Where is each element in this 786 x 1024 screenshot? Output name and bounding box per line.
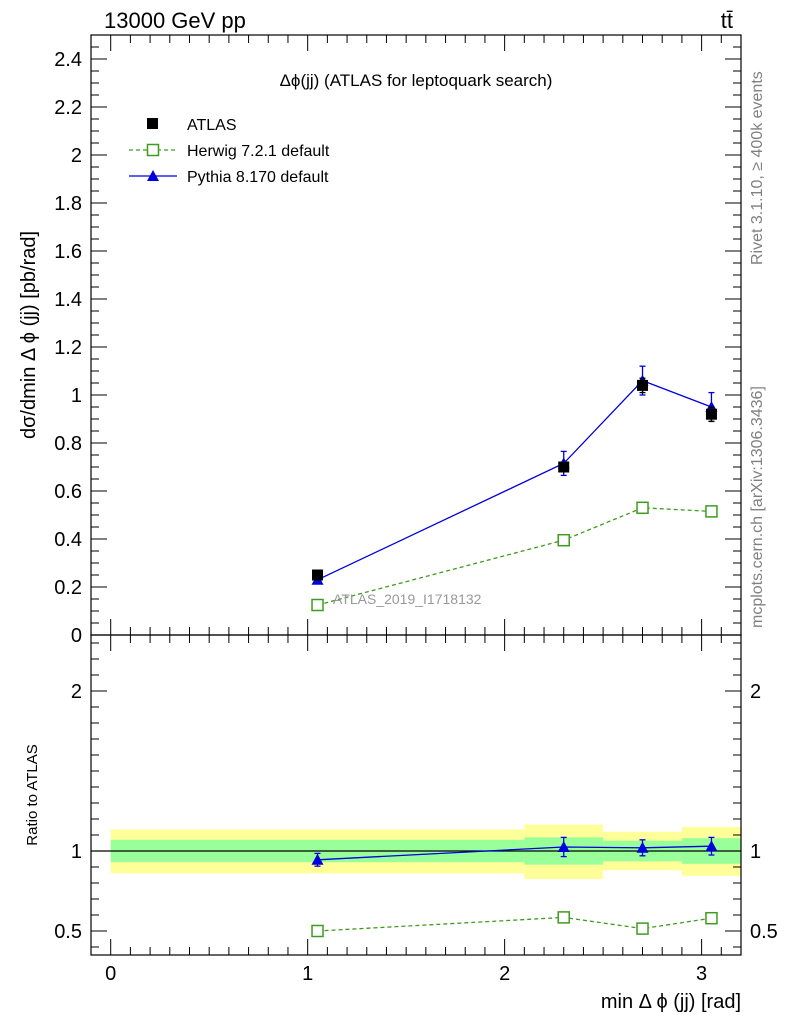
ratio-panel: 0.5 0.5 1 1 2 2 0 1 2 3 Ratio to ATLAS min Δ ϕ (j…: [24, 634, 778, 1013]
main-point: [705, 505, 718, 518]
main-marks: [311, 365, 718, 612]
ratio-point: [636, 841, 649, 853]
ratio-point: [557, 841, 570, 852]
ratio-y-tick-label-right: 2: [750, 681, 761, 703]
y-tick-label: 0: [71, 625, 82, 647]
x-tick-label: 1: [302, 963, 313, 985]
ratio-point: [636, 922, 649, 935]
legend-marker-atlas: [147, 118, 158, 129]
ratio-point: [311, 853, 324, 865]
y-tick-label: 1: [71, 385, 82, 407]
legend-label-atlas: ATLAS: [187, 117, 237, 134]
ratio-point: [705, 840, 718, 852]
main-point: [558, 461, 570, 473]
y-tick-label: 1.6: [54, 241, 82, 263]
legend-marker-pythia: [147, 170, 159, 181]
ratio-marks: [311, 836, 718, 938]
main-point: [637, 379, 649, 391]
legend-label-pythia: Pythia 8.170 default: [187, 169, 329, 186]
y-tick-label: 0.6: [54, 481, 82, 503]
y-tick-label: 2.4: [54, 49, 82, 71]
y-tick-label: 2.2: [54, 97, 82, 119]
rivet-label: Rivet 3.1.10, ≥ 400k events: [749, 71, 766, 265]
y-tick-label: 2: [71, 145, 82, 167]
y-tick-label: 1.4: [54, 289, 82, 311]
legend-marker-herwig: [146, 143, 160, 157]
x-tick-label: 3: [696, 963, 707, 985]
main-panel: 0 0.2 0.4 0.6 0.8 1 1.2 1.4 1.6 1.8 2 2.2 2.4 Δϕ(jj)…: [18, 34, 742, 647]
legend: ATLAS Herwig 7.2.1 default Pythia 8.170 …: [129, 117, 330, 186]
ratio-y-tick-label-right: 1: [750, 841, 761, 863]
main-point: [705, 408, 717, 420]
ratio-point: [311, 924, 324, 938]
ratio-y-tick-label-right: 0.5: [750, 921, 778, 943]
ratio-point: [557, 911, 570, 924]
final-state-label: tt̄: [721, 8, 733, 33]
main-point: [557, 533, 570, 547]
ratio-series-line-1: [317, 845, 712, 861]
y-tick-label: 0.8: [54, 433, 82, 455]
main-series-line-1: [317, 507, 712, 606]
y-tick-label: 1.2: [54, 337, 82, 359]
y-tick-label: 1.8: [54, 193, 82, 215]
analysis-id-label: ATLAS_2019_I1718132: [333, 591, 482, 607]
ratio-y-tick-label-left: 0.5: [54, 921, 82, 943]
source-label: mcplots.cern.ch [arXiv:1306.3436]: [749, 386, 766, 628]
chart-title: Δϕ(jj) (ATLAS for leptoquark search): [280, 71, 553, 90]
y-tick-label: 0.4: [54, 529, 82, 551]
main-y-axis-label: dσ/dmin Δ ϕ (jj) [pb/rad]: [18, 231, 40, 439]
x-tick-label: 0: [105, 963, 116, 985]
ratio-ticks: 0.5 0.5 1 1 2 2 0 1 2 3: [54, 635, 778, 985]
y-tick-label: 0.2: [54, 577, 82, 599]
ratio-y-tick-label-left: 1: [71, 841, 82, 863]
main-series-line-2: [317, 379, 712, 581]
legend-label-herwig: Herwig 7.2.1 default: [187, 143, 330, 160]
ratio-point: [705, 911, 718, 925]
main-ticks: 0 0.2 0.4 0.6 0.8 1 1.2 1.4 1.6 1.8 2 2.2 2.4: [54, 34, 742, 647]
main-point: [312, 569, 324, 581]
ratio-y-tick-label-left: 2: [71, 681, 82, 703]
ratio-series-line-0: [317, 916, 712, 932]
ratio-y-axis-label: Ratio to ATLAS: [24, 744, 41, 845]
x-axis-label: min Δ ϕ (jj) [rad]: [601, 991, 741, 1013]
process-label: 13000 GeV pp: [104, 8, 246, 33]
ratio-frame: [90, 634, 742, 956]
main-point: [636, 501, 649, 515]
main-point: [311, 598, 324, 612]
x-tick-label: 2: [499, 963, 510, 985]
